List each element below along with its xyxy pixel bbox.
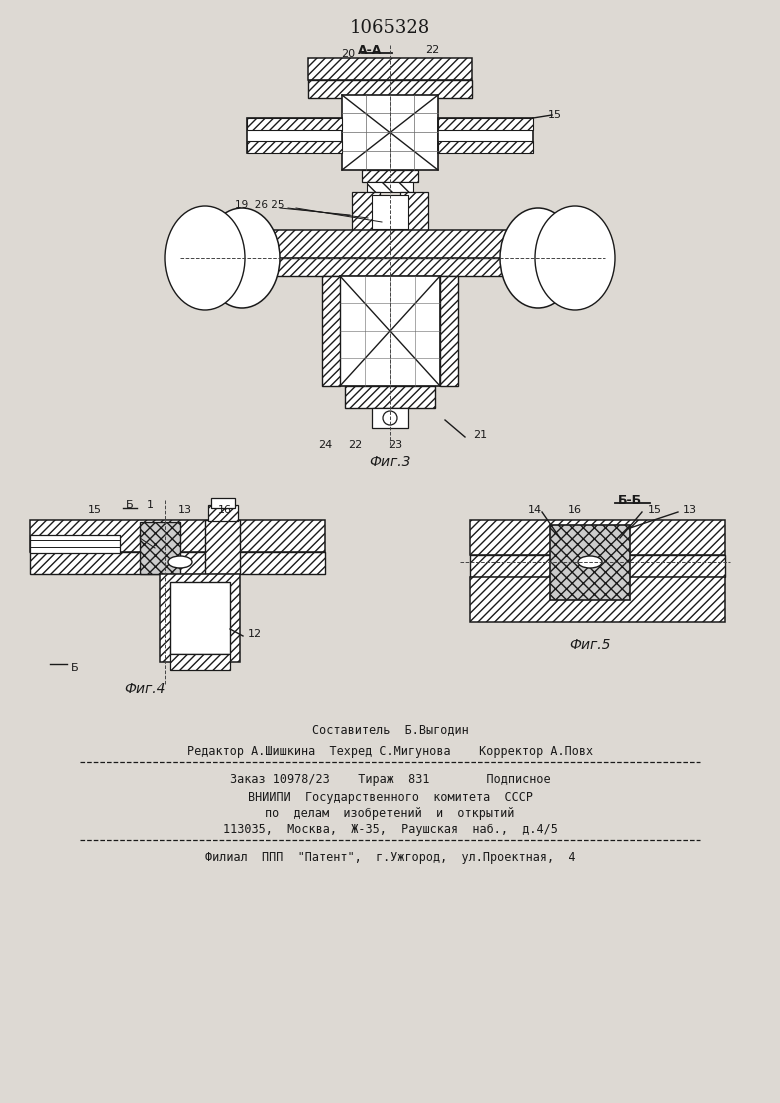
Bar bbox=[470, 520, 725, 555]
Bar bbox=[30, 552, 325, 574]
Text: 15: 15 bbox=[88, 505, 102, 515]
Bar bbox=[170, 654, 230, 670]
Bar bbox=[470, 555, 725, 577]
Text: 12: 12 bbox=[248, 629, 262, 639]
Text: 113035,  Москва,  Ж-35,  Раушская  наб.,  д.4/5: 113035, Москва, Ж-35, Раушская наб., д.4… bbox=[222, 824, 558, 836]
Bar bbox=[247, 118, 342, 153]
Bar bbox=[367, 182, 413, 192]
Bar bbox=[342, 95, 438, 170]
Bar bbox=[372, 408, 408, 428]
Bar bbox=[308, 58, 472, 81]
Ellipse shape bbox=[204, 208, 280, 308]
Text: Фиг.5: Фиг.5 bbox=[569, 638, 611, 652]
Bar bbox=[242, 231, 538, 258]
Text: 13: 13 bbox=[683, 505, 697, 515]
Ellipse shape bbox=[535, 206, 615, 310]
Text: Фиг.4: Фиг.4 bbox=[124, 682, 165, 696]
Bar bbox=[550, 525, 630, 600]
Ellipse shape bbox=[578, 556, 602, 568]
Bar bbox=[345, 386, 435, 408]
Text: 15: 15 bbox=[548, 110, 562, 120]
Text: 24: 24 bbox=[318, 440, 332, 450]
Bar bbox=[211, 497, 235, 508]
Bar bbox=[352, 192, 380, 232]
Text: по  делам  изобретений  и  открытий: по делам изобретений и открытий bbox=[265, 807, 515, 821]
Bar bbox=[242, 258, 538, 276]
Text: Составитель  Б.Выгодин: Составитель Б.Выгодин bbox=[312, 724, 468, 737]
Text: Заказ 10978/23    Тираж  831        Подписное: Заказ 10978/23 Тираж 831 Подписное bbox=[229, 773, 551, 786]
Text: 23: 23 bbox=[388, 440, 402, 450]
Bar bbox=[30, 520, 325, 552]
Text: 1065328: 1065328 bbox=[350, 19, 430, 38]
Text: 22: 22 bbox=[425, 45, 439, 55]
Text: 13: 13 bbox=[178, 505, 192, 515]
Text: 14: 14 bbox=[528, 505, 542, 515]
Text: 20: 20 bbox=[341, 49, 355, 58]
Bar bbox=[308, 81, 472, 98]
Text: Б: Б bbox=[71, 663, 79, 673]
Bar bbox=[340, 276, 440, 386]
Bar bbox=[438, 118, 533, 130]
Text: Фиг.3: Фиг.3 bbox=[369, 456, 411, 469]
Text: Б-Б: Б-Б bbox=[618, 493, 642, 506]
Bar bbox=[438, 118, 533, 153]
Text: 16: 16 bbox=[568, 505, 582, 515]
Bar bbox=[205, 520, 240, 574]
Text: 15: 15 bbox=[648, 505, 662, 515]
Bar bbox=[170, 582, 230, 654]
Bar bbox=[30, 535, 120, 553]
Bar bbox=[438, 141, 533, 153]
Text: А-А: А-А bbox=[358, 43, 382, 56]
Bar bbox=[247, 141, 342, 153]
Bar bbox=[208, 505, 238, 521]
Bar bbox=[160, 574, 240, 662]
Bar bbox=[400, 192, 428, 232]
Text: Филиал  ППП  "Патент",  г.Ужгород,  ул.Проектная,  4: Филиал ППП "Патент", г.Ужгород, ул.Проек… bbox=[204, 852, 576, 865]
Bar bbox=[140, 522, 180, 574]
Text: 16: 16 bbox=[218, 505, 232, 515]
Bar bbox=[372, 195, 408, 229]
Text: ВНИИПИ  Государственного  комитета  СССР: ВНИИПИ Государственного комитета СССР bbox=[247, 792, 533, 804]
Bar bbox=[440, 276, 458, 386]
Circle shape bbox=[383, 411, 397, 425]
Ellipse shape bbox=[500, 208, 576, 308]
Ellipse shape bbox=[168, 556, 192, 568]
Bar bbox=[247, 118, 342, 130]
Bar bbox=[470, 577, 725, 622]
Text: 21: 21 bbox=[473, 430, 487, 440]
Bar bbox=[322, 276, 340, 386]
Text: Б: Б bbox=[126, 500, 134, 510]
Text: Редактор А.Шишкина  Техред С.Мигунова    Корректор А.Повх: Редактор А.Шишкина Техред С.Мигунова Кор… bbox=[187, 746, 593, 759]
Text: 19  26 25: 19 26 25 bbox=[236, 200, 285, 210]
Bar bbox=[362, 170, 418, 182]
Ellipse shape bbox=[165, 206, 245, 310]
Text: 22: 22 bbox=[348, 440, 362, 450]
Text: 1: 1 bbox=[147, 500, 154, 510]
